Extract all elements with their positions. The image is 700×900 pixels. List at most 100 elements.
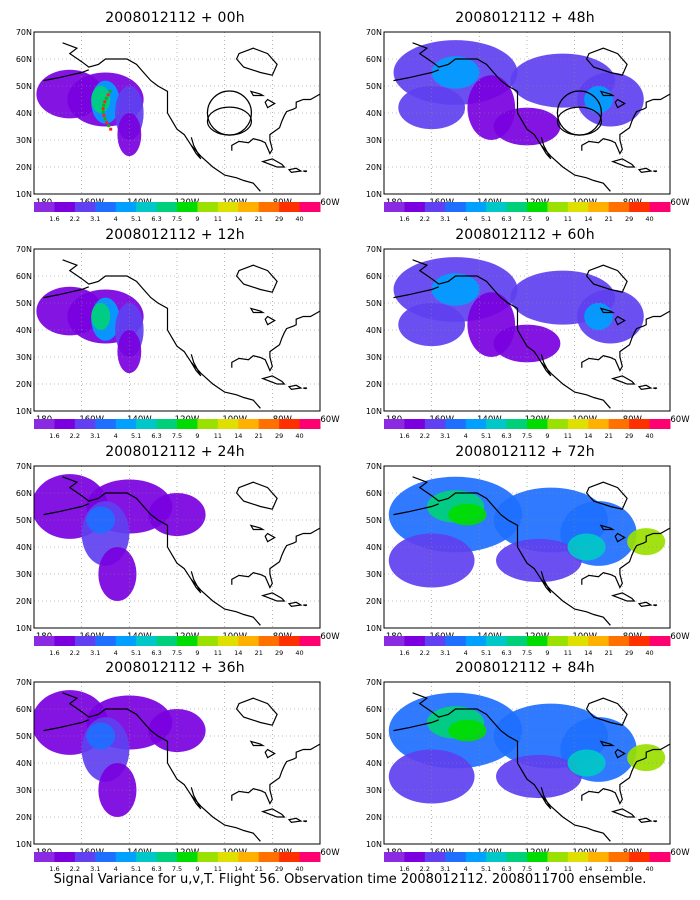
coastline-segment: [614, 532, 626, 543]
latitude-label: 50N: [366, 299, 382, 308]
graticule: [384, 682, 670, 844]
coastline-segment: [260, 592, 286, 602]
latitude-label: 10N: [16, 190, 32, 199]
colorbar-label: 9: [545, 649, 549, 657]
dropsonde-point: [104, 96, 108, 100]
colorbar-swatch: [424, 636, 446, 646]
coastline-segment: [62, 692, 261, 842]
colorbar-swatch: [177, 202, 198, 212]
colorbar-swatch: [527, 852, 548, 862]
dropsonde-point: [106, 93, 110, 97]
coastline-segment: [599, 524, 616, 531]
map-plot: 70N60N50N40N30N20N10N180160W140W120W100W…: [16, 462, 340, 657]
colorbar-label: 5.1: [131, 649, 141, 657]
colorbar-label: 2.2: [70, 215, 80, 223]
colorbar-swatch: [34, 202, 55, 212]
colorbar-label: 7.5: [522, 649, 532, 657]
colorbar-label: 40: [295, 215, 303, 223]
coastline-segment: [260, 375, 286, 385]
latitude-label: 10N: [366, 624, 382, 633]
latitude-label: 20N: [16, 813, 32, 822]
dropsonde-point: [101, 110, 105, 114]
coastline-segment: [190, 571, 202, 594]
dropsonde-point: [102, 113, 106, 118]
longitude-label: 60W: [670, 198, 690, 208]
colorbar-label: 9: [195, 215, 199, 223]
colorbar-swatch: [588, 419, 610, 429]
colorbar-label: 6.3: [501, 649, 511, 657]
coastline-segment: [249, 90, 266, 97]
variance-contour: [496, 754, 582, 799]
colorbar-swatch: [527, 636, 548, 646]
colorbar-label: 3.1: [90, 649, 100, 657]
colorbar-label: 11: [564, 865, 572, 873]
colorbar-swatch: [608, 202, 630, 212]
colorbar-label: 3.1: [440, 215, 450, 223]
colorbar-label: 14: [584, 865, 592, 873]
latitude-label: 60N: [16, 55, 32, 64]
colorbar-swatch: [34, 419, 55, 429]
variance-contour: [493, 324, 561, 363]
colorbar-swatch: [404, 636, 426, 646]
colorbar-swatch: [217, 852, 239, 862]
panel-title: 2008012112 + 60h: [455, 227, 595, 243]
longitude-label: 60W: [670, 415, 690, 425]
colorbar-label: 14: [234, 432, 242, 440]
coastline-segment: [43, 719, 90, 732]
colorbar-label: 21: [605, 215, 613, 223]
colorbar-swatch: [156, 202, 178, 212]
colorbar-swatch: [217, 419, 239, 429]
latitude-label: 70N: [16, 678, 32, 687]
variance-contour: [493, 107, 561, 146]
colorbar-label: 6.3: [151, 649, 161, 657]
colorbar-label: 29: [275, 649, 283, 657]
latitude-label: 30N: [366, 786, 382, 795]
latitude-label: 30N: [16, 786, 32, 795]
map-frame: [383, 31, 671, 195]
colorbar-label: 1.6: [399, 432, 409, 440]
variance-contour: [91, 86, 111, 113]
colorbar-label: 40: [645, 649, 653, 657]
dropsonde-point: [107, 124, 111, 128]
latitude-label: 10N: [366, 407, 382, 416]
dropsonde-point: [109, 127, 113, 131]
colorbar-label: 21: [255, 649, 263, 657]
colorbar-label: 29: [625, 865, 633, 873]
colorbar-label: 1.6: [49, 432, 59, 440]
colorbar-swatch: [299, 852, 321, 862]
variance-contour: [91, 303, 111, 330]
latitude-label: 60N: [16, 489, 32, 498]
latitude-label: 70N: [366, 28, 382, 37]
colorbar-label: 9: [545, 215, 549, 223]
colorbar-swatch: [486, 636, 508, 646]
coastline-segment: [287, 167, 303, 174]
colorbar-label: 2.2: [70, 432, 80, 440]
latitude-label: 10N: [16, 407, 32, 416]
variance-contour: [388, 749, 475, 804]
colorbar-label: 6.3: [501, 215, 511, 223]
flight-track: [101, 89, 113, 131]
colorbar-swatch: [177, 852, 198, 862]
colorbar-label: 1.6: [399, 865, 409, 873]
coastline-segment: [585, 697, 628, 726]
colorbar-label: 14: [584, 649, 592, 657]
colorbar-label: 40: [295, 432, 303, 440]
map-plot: 70N60N50N40N30N20N10N180160W140W120W100W…: [16, 28, 340, 223]
latitude-label: 70N: [366, 245, 382, 254]
dropsonde-point: [102, 103, 106, 107]
latitude-label: 20N: [16, 380, 32, 389]
colorbar-swatch: [527, 419, 548, 429]
coastline: [43, 692, 320, 842]
colorbar-swatch: [238, 419, 260, 429]
colorbar-label: 11: [564, 432, 572, 440]
colorbar-swatch: [649, 852, 671, 862]
colorbar-swatch: [567, 636, 589, 646]
colorbar-swatch: [156, 636, 178, 646]
map-plot: 70N60N50N40N30N20N10N180160W140W120W100W…: [366, 678, 690, 873]
map-frame: [33, 248, 321, 412]
colorbar-swatch: [567, 852, 589, 862]
latitude-label: 60N: [366, 272, 382, 281]
colorbar-label: 7.5: [172, 649, 182, 657]
colorbar-label: 14: [234, 649, 242, 657]
variance-contour: [398, 303, 466, 347]
